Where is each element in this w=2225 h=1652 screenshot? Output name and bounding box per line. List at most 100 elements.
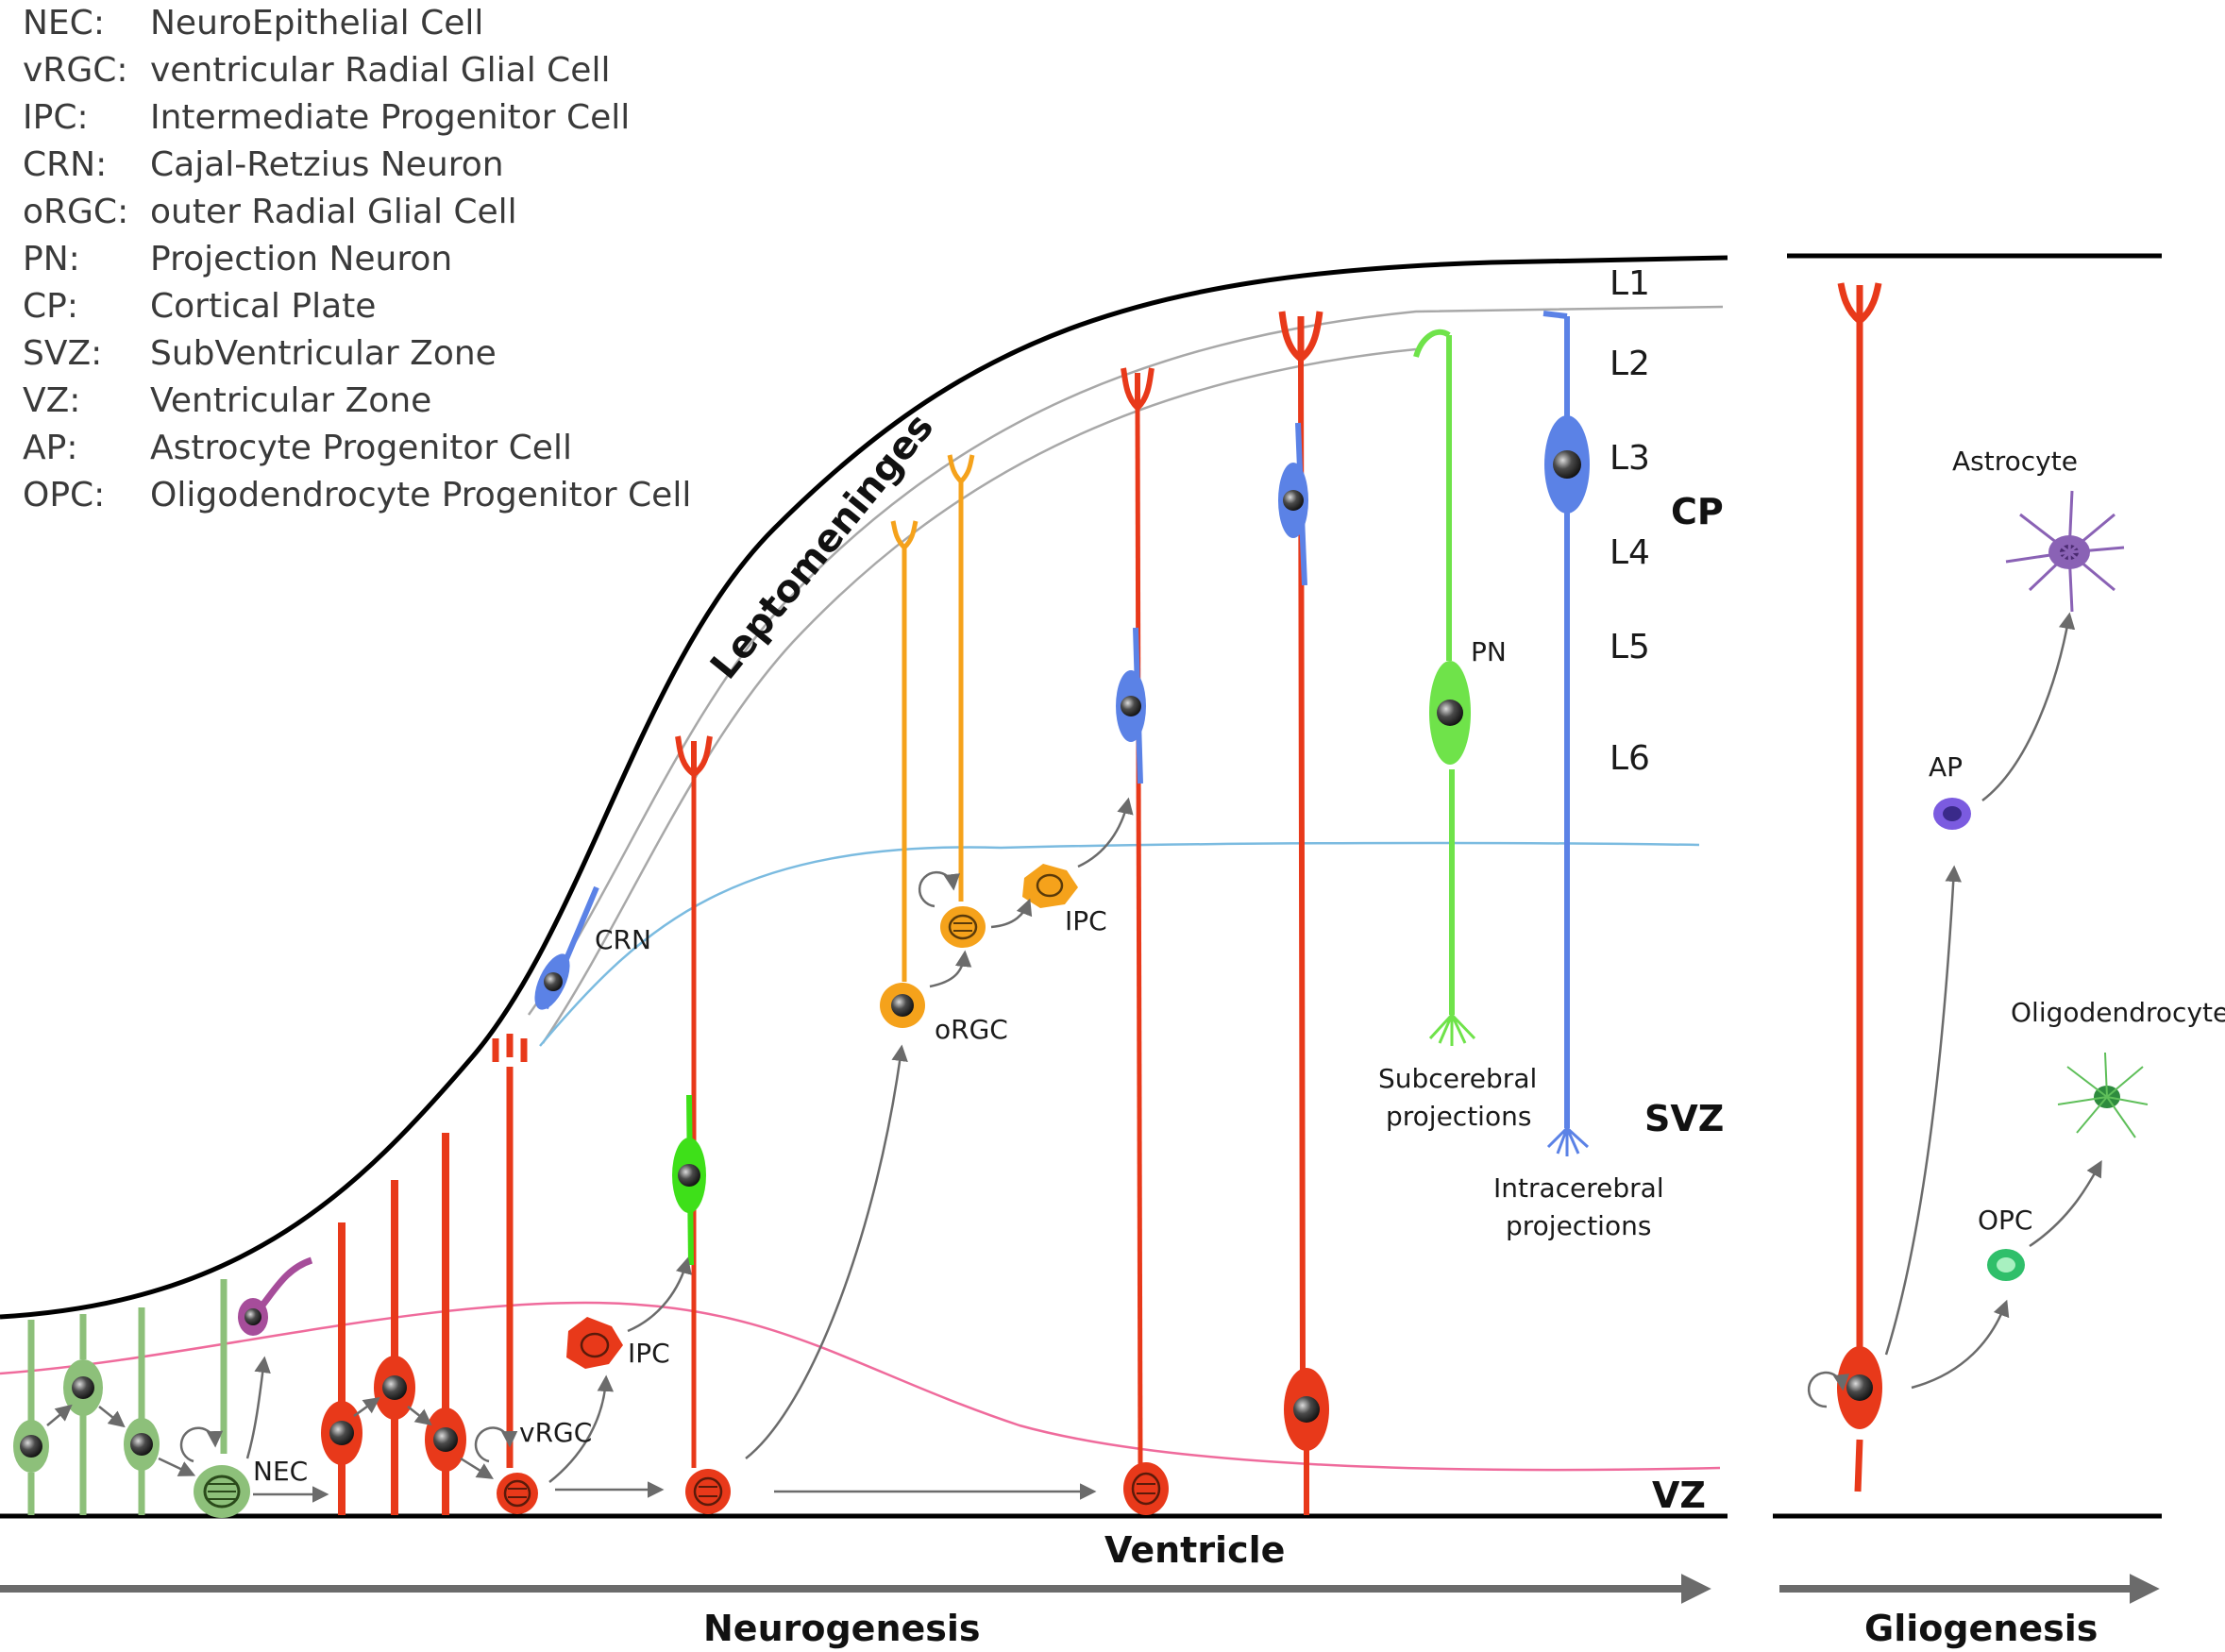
orgc-cell-dividing: [940, 454, 986, 948]
legend-abbr: oRGC:: [23, 193, 129, 231]
legend-abbr: NEC:: [23, 4, 105, 42]
legend-full: Cortical Plate: [150, 287, 377, 326]
legend-full: Intermediate Progenitor Cell: [150, 98, 631, 137]
legend-row: VZ: Ventricular Zone: [23, 378, 691, 425]
legend-row: IPC: Intermediate Progenitor Cell: [23, 94, 691, 142]
nec-cell-dividing: [194, 1279, 250, 1518]
legend-full: Oligodendrocyte Progenitor Cell: [150, 476, 692, 514]
projection-neuron-blue: [1542, 311, 1590, 1156]
cell-label-ipc-upper: IPC: [1065, 905, 1107, 936]
cell-label-opc: OPC: [1978, 1205, 2032, 1236]
vrgc-cell-long-1: [675, 735, 731, 1514]
migrating-neuron-blue-2: [1278, 422, 1308, 586]
ap-cell: [1933, 798, 1971, 830]
cell-label-ap: AP: [1929, 751, 1963, 783]
cell-label-subcerebral-1: Subcerebral: [1378, 1063, 1537, 1094]
arrow-icon: [158, 1457, 196, 1476]
zone-label-vz: VZ: [1652, 1475, 1706, 1516]
legend-row: AP: Astrocyte Progenitor Cell: [23, 425, 691, 472]
layer-label-l5: L5: [1610, 628, 1650, 666]
layer-label-l1: L1: [1610, 264, 1650, 303]
cell-label-pn: PN: [1471, 636, 1507, 667]
cell-label-oligodendrocyte: Oligodendrocyte: [2011, 997, 2225, 1028]
arrow-icon: [98, 1406, 126, 1428]
neurogenesis-label: Neurogenesis: [703, 1608, 981, 1649]
migrating-neuron-purple: [238, 1256, 313, 1336]
legend-row: SVZ: SubVentricular Zone: [23, 330, 691, 378]
zone-label-cp: CP: [1671, 491, 1724, 532]
arrow-icon: [929, 950, 972, 988]
legend-abbr: PN:: [23, 240, 80, 278]
pial-surface-line: [0, 255, 1728, 1320]
cell-label-ipc-lower: IPC: [628, 1338, 670, 1369]
ipc-cell-lower: [566, 1317, 623, 1369]
arrow-icon: [353, 1396, 380, 1418]
nec-cell-2: [63, 1314, 103, 1515]
arrow-icon: [627, 1256, 692, 1333]
legend-row: vRGC: ventricular Radial Glial Cell: [23, 47, 691, 94]
inner-gray-line-1: [527, 305, 1724, 1016]
nec-cell-3: [124, 1307, 160, 1515]
self-renew-icon: [474, 1426, 518, 1463]
arrow-icon: [1077, 797, 1134, 868]
legend-row: PN: Projection Neuron: [23, 236, 691, 283]
projection-neuron-green: [1413, 329, 1476, 1046]
glial-rgc-cell: [1837, 282, 1882, 1492]
vrgc-cell-3: [425, 1133, 466, 1515]
nec-cell-1: [13, 1320, 49, 1515]
arrow-icon: [407, 1406, 432, 1426]
legend-full: NeuroEpithelial Cell: [150, 4, 484, 42]
cell-label-vrgc: vRGC: [519, 1417, 592, 1448]
ipc-cell-upper: [1022, 864, 1078, 908]
cell-label-nec: NEC: [253, 1456, 308, 1487]
migrating-neuron-green: [672, 1094, 706, 1266]
legend-abbr: SVZ:: [23, 334, 103, 373]
legend-full: outer Radial Glial Cell: [150, 193, 517, 231]
legend-row: CP: Cortical Plate: [23, 283, 691, 330]
cell-label-intracerebral-2: projections: [1506, 1210, 1651, 1241]
cell-label-intracerebral-1: Intracerebral: [1493, 1172, 1664, 1204]
vrgc-cell-long-2: [1121, 367, 1169, 1515]
self-renew-icon: [918, 870, 961, 908]
legend-full: Astrocyte Progenitor Cell: [150, 429, 572, 467]
legend-row: NEC: NeuroEpithelial Cell: [23, 0, 691, 47]
zone-label-svz: SVZ: [1644, 1098, 1724, 1139]
legend-full: SubVentricular Zone: [150, 334, 497, 373]
legend-abbr: vRGC:: [23, 51, 128, 90]
legend-abbr: OPC:: [23, 476, 106, 514]
arrow-icon: [2029, 1159, 2102, 1248]
arrow-icon: [1884, 865, 1962, 1356]
astrocyte-cell: [2005, 490, 2125, 613]
legend-abbr: VZ:: [23, 381, 81, 420]
cp-boundary-line: [539, 841, 1700, 1047]
legend-full: ventricular Radial Glial Cell: [150, 51, 611, 90]
orgc-cell: [880, 520, 925, 1028]
arrow-icon: [990, 898, 1033, 929]
legend-row: CRN: Cajal-Retzius Neuron: [23, 142, 691, 189]
arrow-icon: [1981, 612, 2076, 801]
layer-label-l2: L2: [1610, 345, 1650, 383]
cell-label-subcerebral-2: projections: [1386, 1101, 1531, 1132]
arrow-icon: [548, 1374, 615, 1483]
crn-cell: [534, 885, 599, 1010]
svz-boundary-line: [0, 1301, 1721, 1472]
inner-gray-line-2: [541, 347, 1417, 1044]
legend-abbr: IPC:: [23, 98, 89, 137]
legend-full: Projection Neuron: [150, 240, 453, 278]
legend-abbr: CP:: [23, 287, 78, 326]
gliogenesis-label: Gliogenesis: [1864, 1608, 2098, 1649]
legend-row: oRGC: outer Radial Glial Cell: [23, 189, 691, 236]
cell-label-astrocyte: Astrocyte: [1952, 446, 2078, 477]
arrow-icon: [245, 1356, 271, 1459]
self-renew-icon: [179, 1426, 224, 1463]
oligodendrocyte-cell: [2057, 1052, 2149, 1138]
layer-label-l3: L3: [1610, 439, 1650, 478]
legend-abbr: AP:: [23, 429, 78, 467]
vrgc-cell-2: [374, 1180, 415, 1515]
arrow-icon: [46, 1404, 73, 1426]
legend-full: Ventricular Zone: [150, 381, 432, 420]
ventricle-label: Ventricle: [1104, 1529, 1285, 1571]
vrgc-cell-dividing: [492, 1034, 538, 1514]
arrow-icon: [460, 1457, 494, 1479]
